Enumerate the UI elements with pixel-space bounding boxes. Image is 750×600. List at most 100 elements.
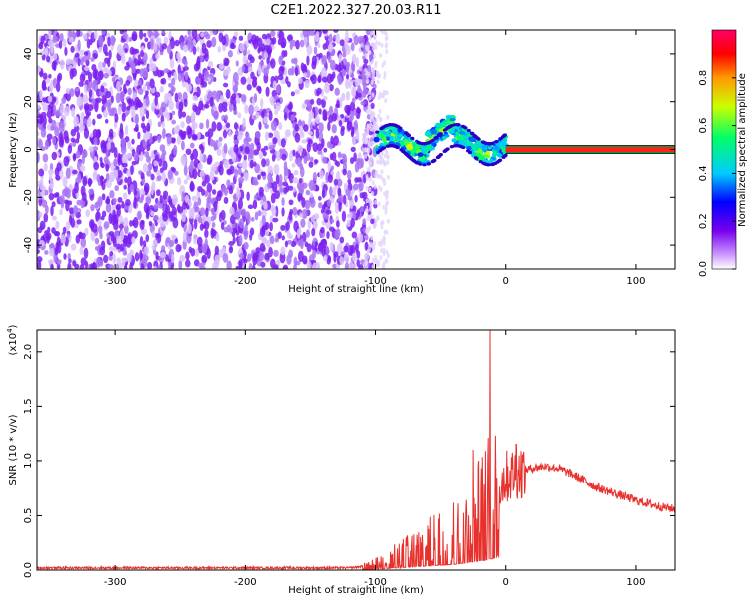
spectrogram-noise-cell [344, 262, 350, 269]
spectrogram-noise-cell [209, 138, 214, 147]
spectrogram-signal-cell [386, 135, 391, 141]
spectrogram-noise-cell [45, 232, 52, 241]
spectrogram-noise-cell [268, 145, 275, 150]
spectrogram-noise-cell [190, 153, 194, 161]
spectrogram-noise-cell [264, 252, 270, 261]
spectrogram-noise-cell [82, 33, 88, 40]
spectrogram-signal-cell [424, 130, 432, 137]
spectrogram-noise-cell [307, 130, 314, 136]
spectrogram-noise-cell [247, 204, 254, 210]
spectrogram-noise-cell [369, 126, 373, 132]
spectrogram-noise-cell [48, 117, 53, 124]
spectrogram-noise-cell [303, 36, 308, 47]
spectrogram-noise-cell [65, 167, 71, 179]
spectrogram-noise-cell [159, 221, 166, 228]
spectrogram-noise-cell [178, 101, 184, 112]
spectrogram-noise-cell [239, 145, 244, 152]
spectrogram-noise-cell [153, 41, 158, 52]
spectrogram-noise-cell [43, 213, 49, 223]
spectrogram-noise-cell [159, 85, 165, 93]
spectrogram-noise-cell [110, 161, 115, 172]
spectrogram-noise-cell [325, 245, 330, 257]
spectrogram-noise-cell [365, 30, 371, 36]
spectrogram-plot-area [37, 30, 675, 269]
spectrogram-signal-cell [446, 121, 451, 126]
spectrogram-noise-cell [271, 181, 278, 193]
spectrogram-noise-cell [306, 55, 310, 66]
spectrogram-noise-cell [97, 61, 103, 71]
spectrogram-noise-cell [183, 34, 188, 43]
spectrogram-noise-cell [153, 203, 159, 210]
spectrogram-noise-cell [283, 112, 288, 121]
spectrogram-noise-cell [350, 146, 356, 152]
spectrogram-noise-cell [177, 203, 181, 213]
spectrogram-noise-cell [49, 179, 54, 190]
spectrogram-noise-cell [38, 41, 44, 50]
spectrogram-noise-cell [199, 151, 204, 162]
spectrogram-noise-cell [99, 232, 103, 240]
spectrogram-noise-cell [37, 232, 40, 240]
spectrogram-noise-cell [65, 200, 70, 212]
spectrogram-noise-cell [296, 228, 301, 239]
spectrogram-noise-cell [316, 31, 320, 37]
spectrogram-noise-cell [379, 53, 383, 59]
spectrogram-noise-cell [124, 177, 128, 184]
spectrogram-noise-cell [85, 209, 91, 218]
spectrogram-noise-cell [79, 73, 86, 83]
spectrogram-noise-cell [292, 187, 297, 193]
spectrogram-noise-cell [312, 171, 317, 182]
spectrogram-noise-cell [41, 79, 47, 90]
spectrogram-noise-cell [233, 139, 240, 145]
spectrogram-noise-cell [381, 30, 385, 35]
spectrogram-noise-cell [201, 254, 208, 263]
spectrogram-noise-cell [59, 103, 65, 115]
spectrogram-noise-cell [257, 210, 262, 217]
spectrogram-noise-cell [316, 97, 322, 106]
colorbar-ticks: 0.0 0.2 0.4 0.6 0.8 [698, 70, 736, 277]
spectrogram-noise-cell [265, 86, 270, 97]
spectrogram-noise-cell [305, 189, 311, 196]
spectrogram-noise-cell [96, 256, 102, 268]
y-tick-label: 0.5 [23, 508, 34, 524]
spectrogram-noise-cell [44, 204, 49, 215]
spectrogram-noise-cell [237, 153, 242, 159]
spectrogram-noise-cell [207, 60, 214, 68]
colorbar-gradient [711, 29, 737, 270]
spectrogram-noise-cell [252, 180, 259, 186]
spectrogram-noise-cell [211, 189, 217, 195]
spectrogram-noise-cell [300, 218, 306, 228]
spectrogram-noise-cell [226, 179, 231, 188]
spectrogram-noise-cell [116, 80, 121, 92]
spectrogram-noise-cell [237, 112, 242, 119]
spectrogram-noise-cell [130, 164, 134, 176]
spectrogram-noise-cell [190, 115, 195, 124]
spectrogram-noise-cell [60, 234, 66, 244]
spectrogram-noise-cell [283, 187, 288, 194]
spectrogram-noise-cell [304, 99, 311, 105]
spectrogram-noise-cell [357, 79, 363, 84]
spectrogram-noise-cell [290, 91, 295, 97]
spectrogram-noise-cell [318, 122, 324, 133]
spectrogram-noise-cell [348, 211, 353, 218]
spectrogram-noise-cell [174, 92, 179, 103]
spectrogram-noise-cell [71, 107, 76, 118]
spectrogram-noise-cell [118, 224, 124, 230]
spectrogram-noise-cell [48, 82, 53, 93]
spectrogram-noise-cell [83, 118, 88, 125]
spectrogram-noise-cell [368, 225, 372, 231]
spectrogram-noise-cell [109, 190, 115, 199]
spectrogram-noise-cell [210, 215, 215, 222]
spectrogram-noise-cell [204, 190, 209, 197]
spectrogram-noise-cell [134, 48, 140, 54]
spectrogram-noise-cell [375, 40, 379, 46]
spectrogram-signal-edge [435, 155, 440, 160]
spectrogram-noise-cell [376, 126, 380, 132]
spectrogram-noise-cell [316, 143, 323, 152]
spectrogram-noise-cell [48, 74, 52, 79]
spectrogram-noise-cell [46, 133, 53, 140]
spectrogram-signal-cell [483, 154, 491, 159]
spectrogram-noise-cell [233, 122, 238, 130]
spectrogram-noise-cell [379, 255, 383, 261]
spectrogram-noise-cell [242, 55, 248, 64]
spectrogram-noise-cell [315, 36, 320, 42]
